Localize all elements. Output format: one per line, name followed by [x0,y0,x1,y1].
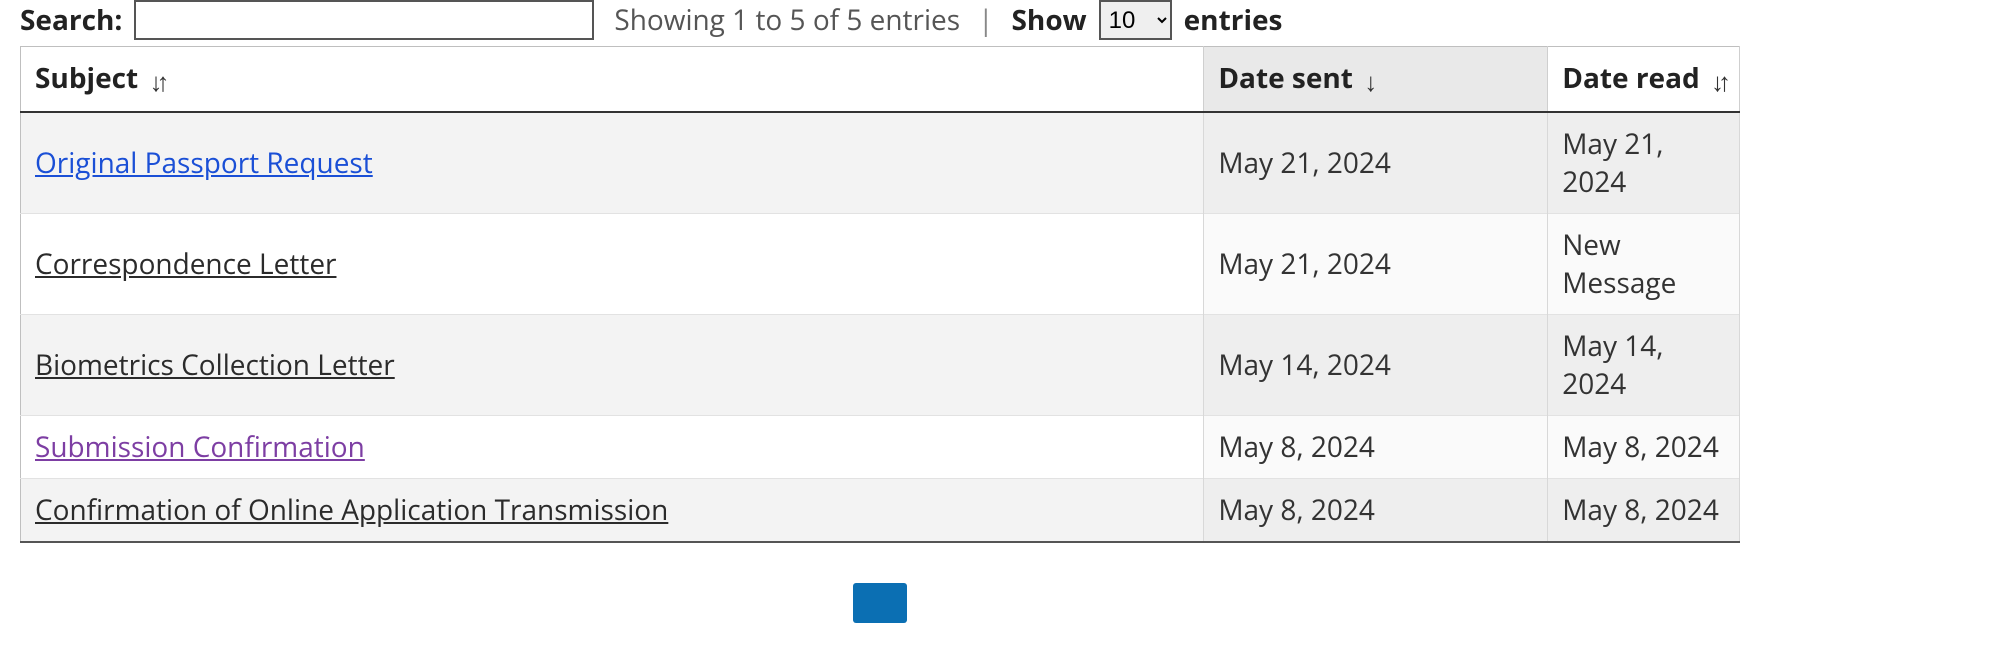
message-link[interactable]: Biometrics Collection Letter [35,346,395,384]
column-header-date-read[interactable]: Date read ↓↑ [1548,47,1740,112]
column-label: Date read [1562,59,1700,97]
column-header-date-sent[interactable]: Date sent ↓ [1204,47,1548,112]
cell-date-sent: May 14, 2024 [1204,314,1548,415]
page-size-select[interactable]: 102550100 [1099,0,1172,40]
cell-date-sent: May 21, 2024 [1204,112,1548,214]
controls-divider: | [972,1,999,39]
sort-both-icon: ↓↑ [1707,63,1725,99]
page-button-current[interactable] [853,583,907,623]
column-label: Date sent [1218,59,1353,97]
cell-subject: Correspondence Letter [21,213,1204,314]
pagination [20,583,1740,628]
cell-date-read: May 14, 2024 [1548,314,1740,415]
column-header-subject[interactable]: Subject ↓↑ [21,47,1204,112]
cell-date-sent: May 21, 2024 [1204,213,1548,314]
cell-date-read: May 8, 2024 [1548,478,1740,542]
table-row: Correspondence Letter May 21, 2024New Mes… [21,213,1740,314]
table-row: Confirmation of Online Application Trans… [21,478,1740,542]
sort-desc-icon: ↓ [1360,63,1377,99]
cell-date-read: New Message [1548,213,1740,314]
cell-date-sent: May 8, 2024 [1204,478,1548,542]
showing-text: Showing 1 to 5 of 5 entries [614,1,960,39]
cell-date-read: May 8, 2024 [1548,415,1740,478]
cell-subject: Submission Confirmation [21,415,1204,478]
show-label: Show [1012,1,1087,39]
cell-date-read: May 21, 2024 [1548,112,1740,214]
column-label: Subject [35,59,138,97]
search-input[interactable] [134,0,594,40]
table-row: Submission Confirmation May 8, 2024May 8,… [21,415,1740,478]
sort-both-icon: ↓↑ [145,63,163,99]
table-controls: Search: Showing 1 to 5 of 5 entries | Sh… [20,0,1980,40]
table-row: Original Passport Request May 21, 2024May… [21,112,1740,214]
cell-subject: Original Passport Request [21,112,1204,214]
search-label: Search: [20,1,122,39]
messages-table: Subject ↓↑ Date sent ↓ Date read ↓↑ Orig… [20,46,1740,543]
message-link[interactable]: Correspondence Letter [35,245,336,283]
message-link[interactable]: Submission Confirmation [35,428,365,466]
entries-label: entries [1184,1,1283,39]
cell-subject: Biometrics Collection Letter [21,314,1204,415]
cell-date-sent: May 8, 2024 [1204,415,1548,478]
cell-subject: Confirmation of Online Application Trans… [21,478,1204,542]
message-link[interactable]: Confirmation of Online Application Trans… [35,491,668,529]
table-row: Biometrics Collection Letter May 14, 2024… [21,314,1740,415]
message-link[interactable]: Original Passport Request [35,144,373,182]
